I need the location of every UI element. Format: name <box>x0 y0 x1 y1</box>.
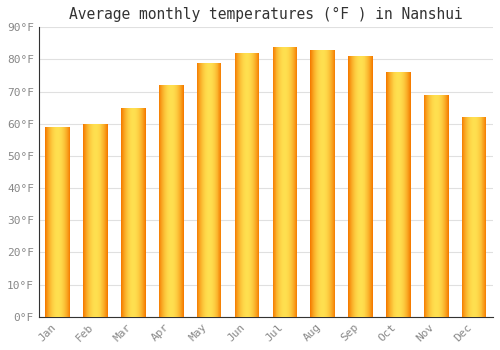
Title: Average monthly temperatures (°F ) in Nanshui: Average monthly temperatures (°F ) in Na… <box>69 7 463 22</box>
